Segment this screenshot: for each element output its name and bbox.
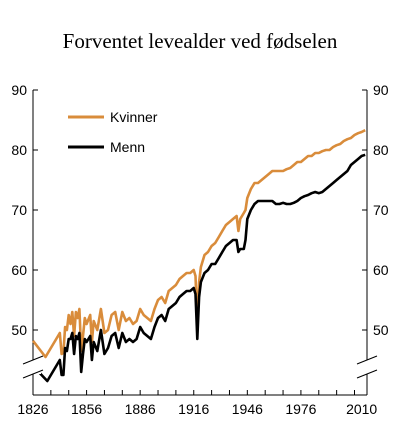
x-tick-label: 2010 (346, 401, 377, 417)
y-tick-label-left: 70 (11, 202, 27, 218)
chart-title: Forventet levealder ved fødselen (63, 29, 338, 53)
x-axis: 1826 1856 1886 1916 1946 1976 2010 (17, 390, 377, 417)
y-tick-label-right: 50 (373, 322, 389, 338)
x-tick-label: 1826 (17, 401, 48, 417)
plot-frame (32, 90, 368, 396)
legend-label-menn: Menn (110, 139, 145, 155)
y-axis-right: 90 80 70 60 50 (362, 82, 389, 338)
y-axis-left: 90 80 70 60 50 (11, 82, 38, 338)
break-slash-left (22, 355, 44, 365)
y-tick-label-left: 80 (11, 142, 27, 158)
series-line-menn (32, 153, 366, 383)
legend-label-kvinner: Kvinner (110, 109, 158, 125)
axis-break-marks (22, 355, 378, 379)
y-tick-label-right: 60 (373, 262, 389, 278)
x-tick-label: 1976 (285, 401, 316, 417)
y-tick-label-left: 50 (11, 322, 27, 338)
y-tick-label-left: 60 (11, 262, 27, 278)
x-tick-label: 1886 (125, 401, 156, 417)
y-tick-label-right: 80 (373, 142, 389, 158)
series-layer (31, 129, 366, 383)
break-gap-left (25, 360, 41, 374)
x-tick-label: 1946 (232, 401, 263, 417)
break-slash-left (22, 369, 44, 379)
legend: Kvinner Menn (68, 109, 158, 155)
y-tick-label-right: 90 (373, 82, 389, 98)
y-tick-label-right: 70 (373, 202, 389, 218)
break-slash-right (356, 369, 378, 379)
x-tick-label: 1856 (71, 401, 102, 417)
x-tick-label: 1916 (178, 401, 209, 417)
break-gap-right (359, 360, 375, 374)
y-tick-label-left: 90 (11, 82, 27, 98)
break-slash-right (356, 355, 378, 365)
